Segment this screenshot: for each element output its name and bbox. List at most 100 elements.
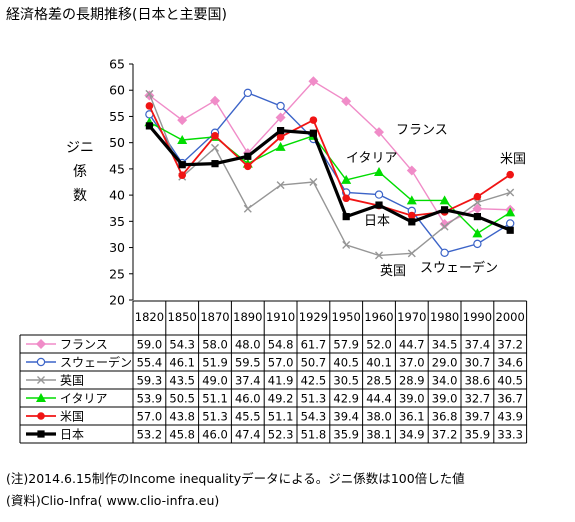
data-label: 37.2: [497, 338, 523, 352]
data-point: [506, 219, 515, 228]
data-label: 35.9: [465, 428, 491, 442]
series-annotation: フランス: [396, 123, 448, 138]
data-label: 40.5: [333, 356, 359, 370]
data-label: 34.9: [399, 428, 425, 442]
data-point: [406, 165, 417, 176]
y-axis-label-part: ジニ: [66, 140, 94, 156]
data-label: 43.9: [497, 410, 523, 424]
x-category-label: 2000: [496, 310, 525, 324]
data-point: [341, 96, 352, 107]
data-label: 38.6: [465, 374, 491, 388]
data-point: [506, 226, 514, 234]
data-point: [375, 251, 383, 260]
data-label: 39.4: [333, 410, 359, 424]
data-label: 37.2: [432, 428, 458, 442]
data-label: 48.0: [235, 338, 261, 352]
legend-marker: [37, 430, 45, 438]
data-label: 32.7: [465, 392, 491, 406]
data-point: [277, 127, 285, 135]
x-category-label: 1980: [430, 310, 459, 324]
data-label: 57.9: [333, 338, 359, 352]
data-label: 39.7: [465, 410, 491, 424]
data-point: [178, 161, 186, 169]
legend-marker: [36, 357, 46, 367]
data-point: [309, 129, 317, 137]
x-category-label: 1950: [332, 310, 361, 324]
data-point: [309, 178, 318, 186]
data-point: [505, 207, 516, 217]
data-point: [440, 248, 449, 257]
data-point: [440, 222, 449, 231]
table-row: イタリア 53.9 50.5 51.1 46.0 49.2 51.3 42.9 44.4 39.0…: [26, 392, 523, 406]
data-label: 52.0: [366, 338, 392, 352]
data-point: [211, 160, 219, 168]
series-英国: [145, 89, 515, 260]
data-label: 59.5: [235, 356, 261, 370]
data-label: 33.3: [497, 428, 523, 442]
legend-label: イタリア: [60, 392, 108, 406]
data-label: 44.7: [399, 338, 425, 352]
x-category-label: 1820: [135, 310, 164, 324]
data-label: 36.7: [497, 392, 523, 406]
series-annotation: イタリア: [346, 151, 397, 166]
data-label: 40.5: [497, 374, 523, 388]
data-point: [374, 190, 384, 199]
data-label: 36.8: [432, 410, 458, 424]
chart-notes: (注)2014.6.15制作のIncome inequalityデータによる。ジ…: [6, 468, 465, 512]
data-point: [439, 195, 450, 205]
x-category-label: 1850: [168, 310, 197, 324]
data-label: 49.0: [202, 374, 228, 388]
y-tick-label: 30: [109, 240, 125, 255]
data-label: 57.0: [137, 410, 163, 424]
data-label: 55.4: [137, 356, 163, 370]
data-label: 52.3: [268, 428, 294, 442]
data-label: 43.5: [169, 374, 195, 388]
data-point: [473, 239, 482, 249]
data-point: [342, 194, 351, 203]
y-axis-label-part: 数: [73, 188, 87, 204]
data-label: 42.9: [333, 392, 359, 406]
series-annotation: 米国: [500, 152, 526, 167]
series-annotation: 英国: [380, 264, 406, 279]
y-tick-label: 20: [109, 293, 125, 308]
series-annotation: 日本: [364, 214, 390, 229]
series-line: [148, 80, 511, 225]
data-label: 34.0: [432, 374, 458, 388]
data-label: 61.7: [301, 338, 327, 352]
data-label: 38.0: [366, 410, 392, 424]
y-tick-label: 60: [109, 83, 125, 98]
data-point: [375, 201, 383, 209]
data-label: 29.0: [432, 356, 458, 370]
data-point: [407, 249, 416, 258]
x-category-label: 1870: [200, 310, 229, 324]
data-label: 44.4: [366, 392, 392, 406]
table-row: 米国 57.0 43.8 51.3 45.5 51.1 54.3 39.4 38.0 36.1 36…: [26, 410, 523, 424]
data-point: [408, 218, 416, 226]
y-axis-label: ジニ係数: [66, 140, 94, 204]
data-point: [472, 203, 483, 214]
data-point: [342, 213, 350, 221]
legend-marker: [37, 376, 45, 384]
series-日本: [145, 122, 514, 234]
y-tick-label: 40: [109, 188, 125, 203]
data-label: 50.5: [169, 392, 195, 406]
data-point: [408, 211, 416, 220]
chart-title: 経済格差の長期推移(日本と主要国): [6, 7, 227, 23]
data-point: [145, 89, 154, 98]
y-tick-label: 45: [109, 161, 125, 176]
data-point: [211, 132, 219, 140]
data-label: 54.8: [268, 338, 294, 352]
y-tick-label: 35: [109, 214, 125, 229]
series-line: [148, 124, 511, 232]
data-point: [177, 115, 188, 126]
data-label: 54.3: [169, 338, 195, 352]
data-point: [276, 133, 285, 141]
data-point: [244, 152, 252, 160]
data-point: [145, 102, 154, 110]
data-label: 30.7: [465, 356, 491, 370]
y-tick-label: 55: [109, 109, 125, 124]
data-label: 40.1: [366, 356, 392, 370]
table-row: フランス 59.0 54.3 58.0 48.0 54.8 61.7 57.9 52.0 44.7…: [26, 338, 523, 352]
series-line: [148, 93, 511, 257]
data-point: [244, 162, 252, 171]
